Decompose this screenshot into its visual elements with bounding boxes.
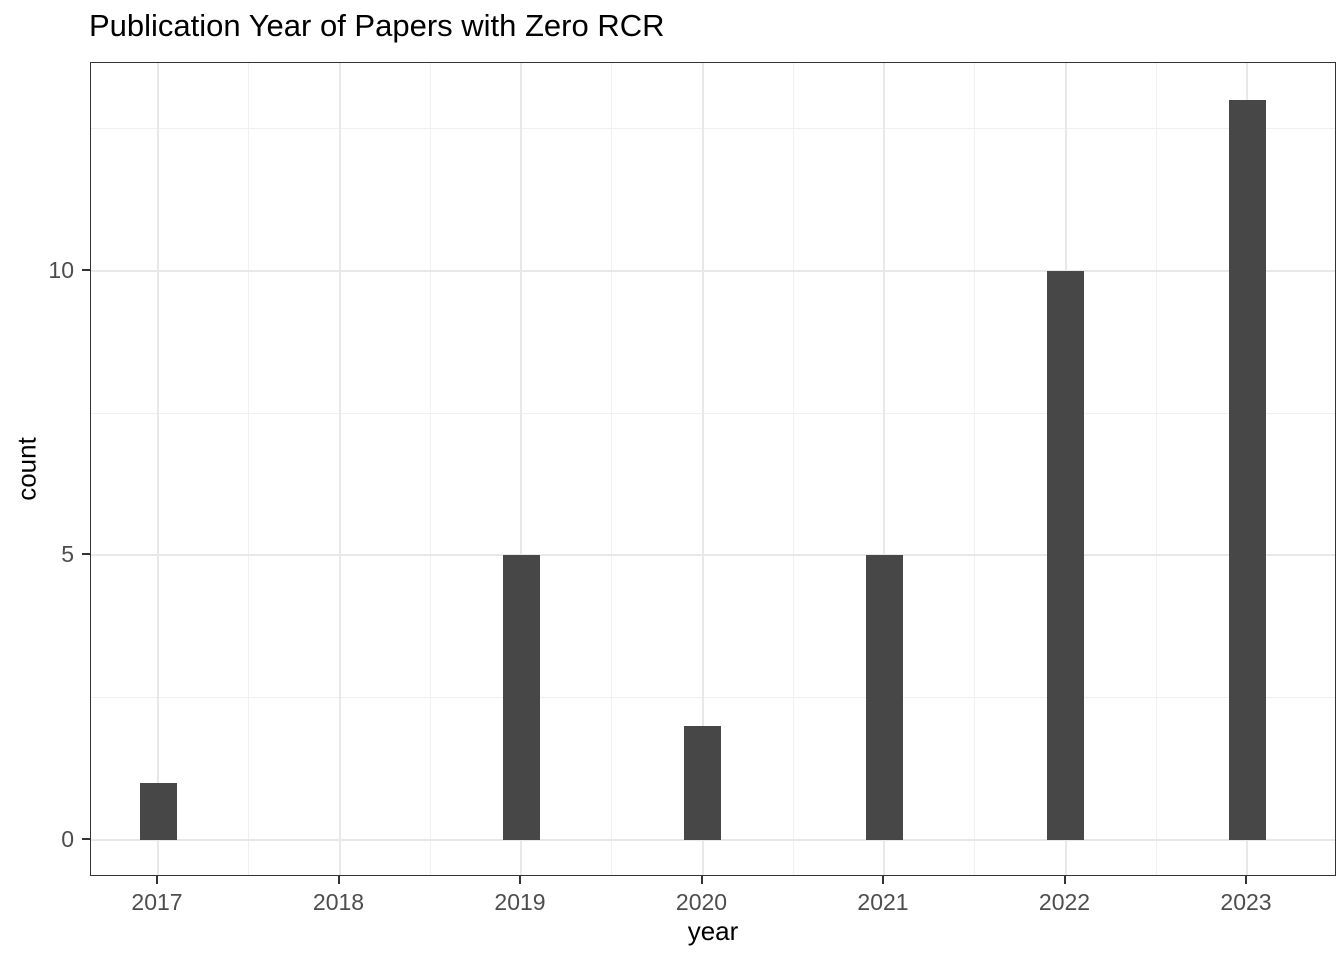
minor-gridline-vertical — [248, 63, 250, 875]
y-tick-0 — [82, 838, 90, 840]
major-gridline-vertical — [520, 63, 522, 875]
x-tick-2018 — [337, 876, 340, 884]
y-tick-label-10: 10 — [48, 256, 74, 283]
major-gridline-vertical — [157, 63, 159, 875]
y-tick-10 — [82, 268, 90, 271]
y-tick-label-5: 5 — [61, 541, 74, 568]
x-tick-label-2023: 2023 — [1220, 889, 1272, 915]
bar-2017 — [139, 783, 177, 840]
x-tick-label-2022: 2022 — [1038, 889, 1091, 915]
minor-gridline-vertical — [974, 63, 976, 875]
minor-gridline-horizontal — [91, 412, 1335, 414]
major-gridline-vertical — [701, 63, 704, 875]
major-gridline-horizontal — [91, 269, 1335, 272]
bar-2019 — [502, 555, 540, 840]
x-tick-label-2017: 2017 — [131, 889, 183, 915]
major-gridline-horizontal — [91, 839, 1335, 841]
x-tick-2021 — [882, 876, 884, 884]
chart-title: Publication Year of Papers with Zero RCR — [89, 8, 665, 43]
x-tick-2020 — [700, 876, 703, 884]
y-tick-label-0: 0 — [61, 826, 74, 852]
x-tick-2019 — [519, 876, 521, 884]
minor-gridline-horizontal — [91, 697, 1335, 699]
x-tick-2023 — [1245, 876, 1247, 884]
plot-panel — [90, 62, 1336, 876]
y-axis-label: count — [11, 437, 42, 501]
y-tick-5 — [82, 553, 90, 556]
bar-2023 — [1228, 100, 1266, 840]
x-tick-2017 — [156, 876, 158, 884]
minor-gridline-vertical — [1155, 63, 1157, 875]
minor-gridline-vertical — [429, 63, 431, 875]
minor-gridline-vertical — [611, 63, 613, 875]
bar-2021 — [865, 555, 903, 840]
major-gridline-vertical — [883, 63, 885, 875]
bar-2020 — [684, 726, 721, 840]
x-tick-2022 — [1063, 876, 1066, 884]
minor-gridline-vertical — [792, 63, 794, 875]
x-axis-label: year — [687, 916, 739, 946]
major-gridline-vertical — [338, 63, 341, 875]
major-gridline-horizontal — [91, 554, 1335, 557]
x-tick-label-2020: 2020 — [675, 889, 728, 915]
bar-2022 — [1047, 270, 1084, 840]
minor-gridline-horizontal — [91, 127, 1335, 129]
x-tick-label-2021: 2021 — [857, 889, 909, 915]
x-tick-label-2018: 2018 — [312, 889, 365, 915]
x-tick-label-2019: 2019 — [494, 889, 546, 915]
